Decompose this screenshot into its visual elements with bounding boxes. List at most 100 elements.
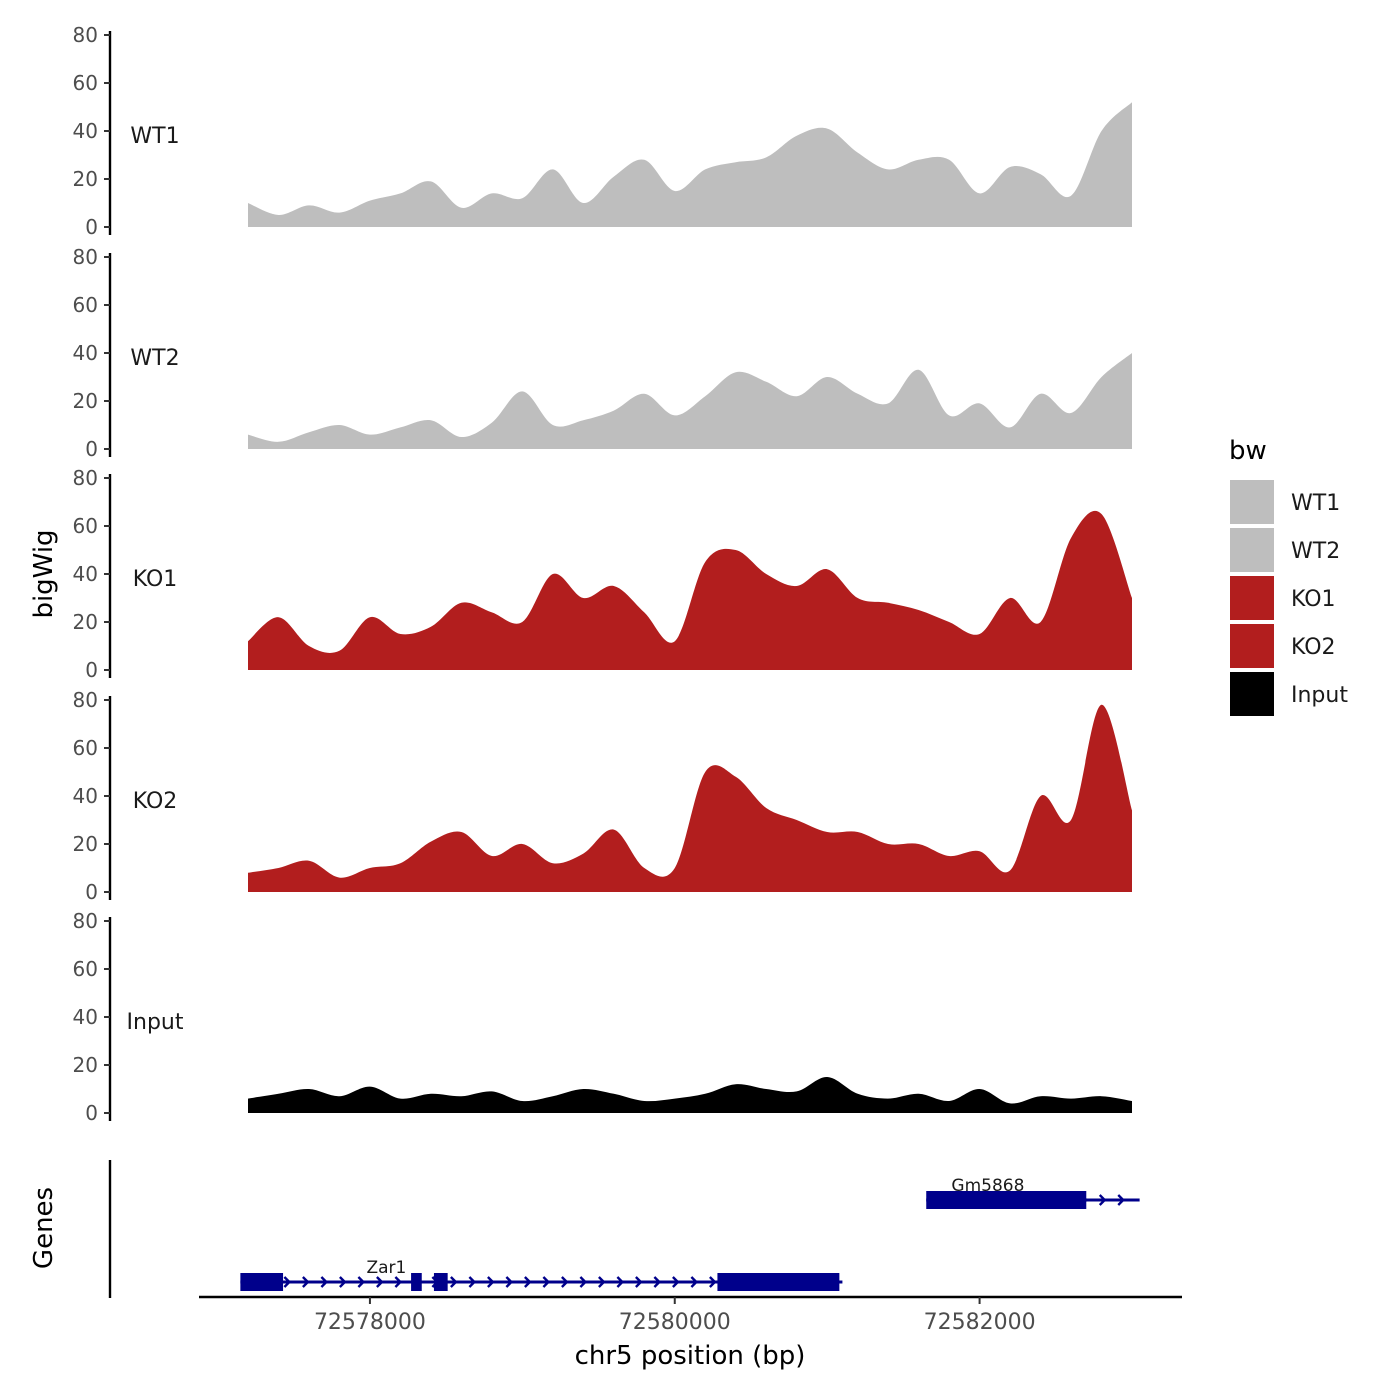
legend-label: WT2	[1291, 539, 1340, 564]
legend-swatch	[1230, 576, 1274, 620]
y-tick-label: 60	[73, 514, 98, 538]
strand-arrow	[450, 1276, 458, 1288]
strand-arrow	[598, 1276, 606, 1288]
strand-arrow	[672, 1276, 680, 1288]
legend-swatch	[1230, 528, 1274, 572]
y-tick-label: 0	[85, 215, 98, 239]
legend-item-ko1: KO1	[1230, 576, 1336, 620]
legend-swatch	[1230, 672, 1274, 716]
legend-swatch	[1230, 480, 1274, 524]
gene-label: Gm5868	[951, 1176, 1024, 1196]
x-tick-label: 72578000	[314, 1310, 426, 1335]
x-tick-label: 72582000	[924, 1310, 1036, 1335]
gene-exon	[240, 1273, 284, 1291]
signal-area-wt1	[248, 102, 1132, 227]
legend-item-input: Input	[1230, 672, 1348, 716]
track-wt1: 0 20 40 60 80 WT1	[73, 23, 1132, 239]
strand-arrow	[690, 1276, 699, 1288]
y-tick-label: 60	[73, 71, 98, 95]
track-label: WT1	[130, 124, 179, 149]
strand-arrow	[320, 1276, 329, 1288]
y-tick-label: 40	[73, 1005, 98, 1029]
gene-exon	[717, 1273, 840, 1291]
y-tick-label: 60	[73, 293, 98, 317]
y-tick-label: 40	[73, 784, 98, 808]
strand-arrow	[1117, 1194, 1125, 1206]
signal-tracks: 0 20 40 60 80 WT1 0 20 40 60 80 WT2 0 20 40 60 80 KO1 0 20 4…	[73, 23, 1132, 1125]
y-tick-label: 60	[73, 957, 98, 981]
legend-item-wt2: WT2	[1230, 528, 1340, 572]
y-tick-label: 40	[73, 562, 98, 586]
y-tick-label: 80	[73, 23, 98, 47]
signal-area-input	[248, 1076, 1132, 1113]
track-input: 0 20 40 60 80 Input	[73, 909, 1132, 1125]
track-label: Input	[127, 1010, 184, 1035]
legend-label: WT1	[1291, 491, 1340, 516]
strand-arrow	[302, 1276, 310, 1288]
strand-arrow	[376, 1276, 384, 1288]
y-tick-label: 0	[85, 437, 98, 461]
y-tick-label: 20	[73, 832, 98, 856]
strand-arrow	[635, 1276, 643, 1288]
track-label: KO1	[133, 567, 178, 592]
strand-arrow	[394, 1276, 403, 1288]
track-ko2: 0 20 40 60 80 KO2	[73, 688, 1132, 904]
gene-label: Zar1	[366, 1258, 406, 1278]
y-tick-label: 20	[73, 610, 98, 634]
strand-arrow	[283, 1276, 292, 1288]
strand-arrow	[505, 1276, 514, 1288]
gene-zar1: Zar1	[240, 1258, 843, 1291]
y-tick-label: 40	[73, 119, 98, 143]
y-tick-label: 20	[73, 1053, 98, 1077]
y-tick-label: 0	[85, 658, 98, 682]
strand-arrow	[357, 1276, 366, 1288]
legend-item-wt1: WT1	[1230, 480, 1340, 524]
y-tick-label: 60	[73, 736, 98, 760]
y-tick-label: 20	[73, 389, 98, 413]
signal-area-wt2	[248, 353, 1132, 449]
y-axis-title: bigWig	[29, 529, 59, 618]
legend-label: KO2	[1291, 635, 1336, 660]
strand-arrow	[579, 1276, 588, 1288]
gene-exon	[433, 1273, 448, 1291]
signal-area-ko1	[248, 510, 1132, 670]
legend-swatch	[1230, 624, 1274, 668]
strand-arrow	[339, 1276, 347, 1288]
strand-arrow	[468, 1276, 477, 1288]
y-tick-label: 20	[73, 167, 98, 191]
legend-title: bw	[1229, 436, 1267, 466]
strand-arrow	[542, 1276, 551, 1288]
strand-arrow	[487, 1276, 495, 1288]
genes-panel: Zar1 Gm5868	[108, 1160, 1140, 1298]
track-ko1: 0 20 40 60 80 KO1	[73, 466, 1132, 682]
legend: bw WT1 WT2 KO1 KO2 Input	[1229, 436, 1348, 716]
signal-area-ko2	[248, 704, 1132, 892]
track-wt2: 0 20 40 60 80 WT2	[73, 245, 1132, 461]
track-label: KO2	[133, 789, 178, 814]
legend-label: Input	[1291, 683, 1348, 708]
x-axis-title: chr5 position (bp)	[575, 1341, 806, 1371]
y-tick-label: 80	[73, 909, 98, 933]
y-tick-label: 0	[85, 1101, 98, 1125]
strand-arrow	[653, 1276, 662, 1288]
gene-exon	[926, 1191, 1087, 1209]
gene-exon	[411, 1273, 422, 1291]
gene-gm5868: Gm5868	[926, 1176, 1140, 1209]
y-tick-label: 80	[73, 466, 98, 490]
y-tick-label: 80	[73, 688, 98, 712]
strand-arrow	[616, 1276, 625, 1288]
track-label: WT2	[130, 346, 179, 371]
x-axis: 72578000 72580000 72582000	[199, 1295, 1182, 1335]
y-tick-label: 40	[73, 341, 98, 365]
legend-item-ko2: KO2	[1230, 624, 1336, 668]
x-tick-label: 72580000	[619, 1310, 731, 1335]
genes-panel-title: Genes	[29, 1187, 59, 1269]
legend-label: KO1	[1291, 587, 1336, 612]
strand-arrow	[709, 1276, 717, 1288]
strand-arrow	[1098, 1194, 1107, 1206]
strand-arrow	[561, 1276, 569, 1288]
y-tick-label: 0	[85, 880, 98, 904]
strand-arrow	[524, 1276, 532, 1288]
y-tick-label: 80	[73, 245, 98, 269]
